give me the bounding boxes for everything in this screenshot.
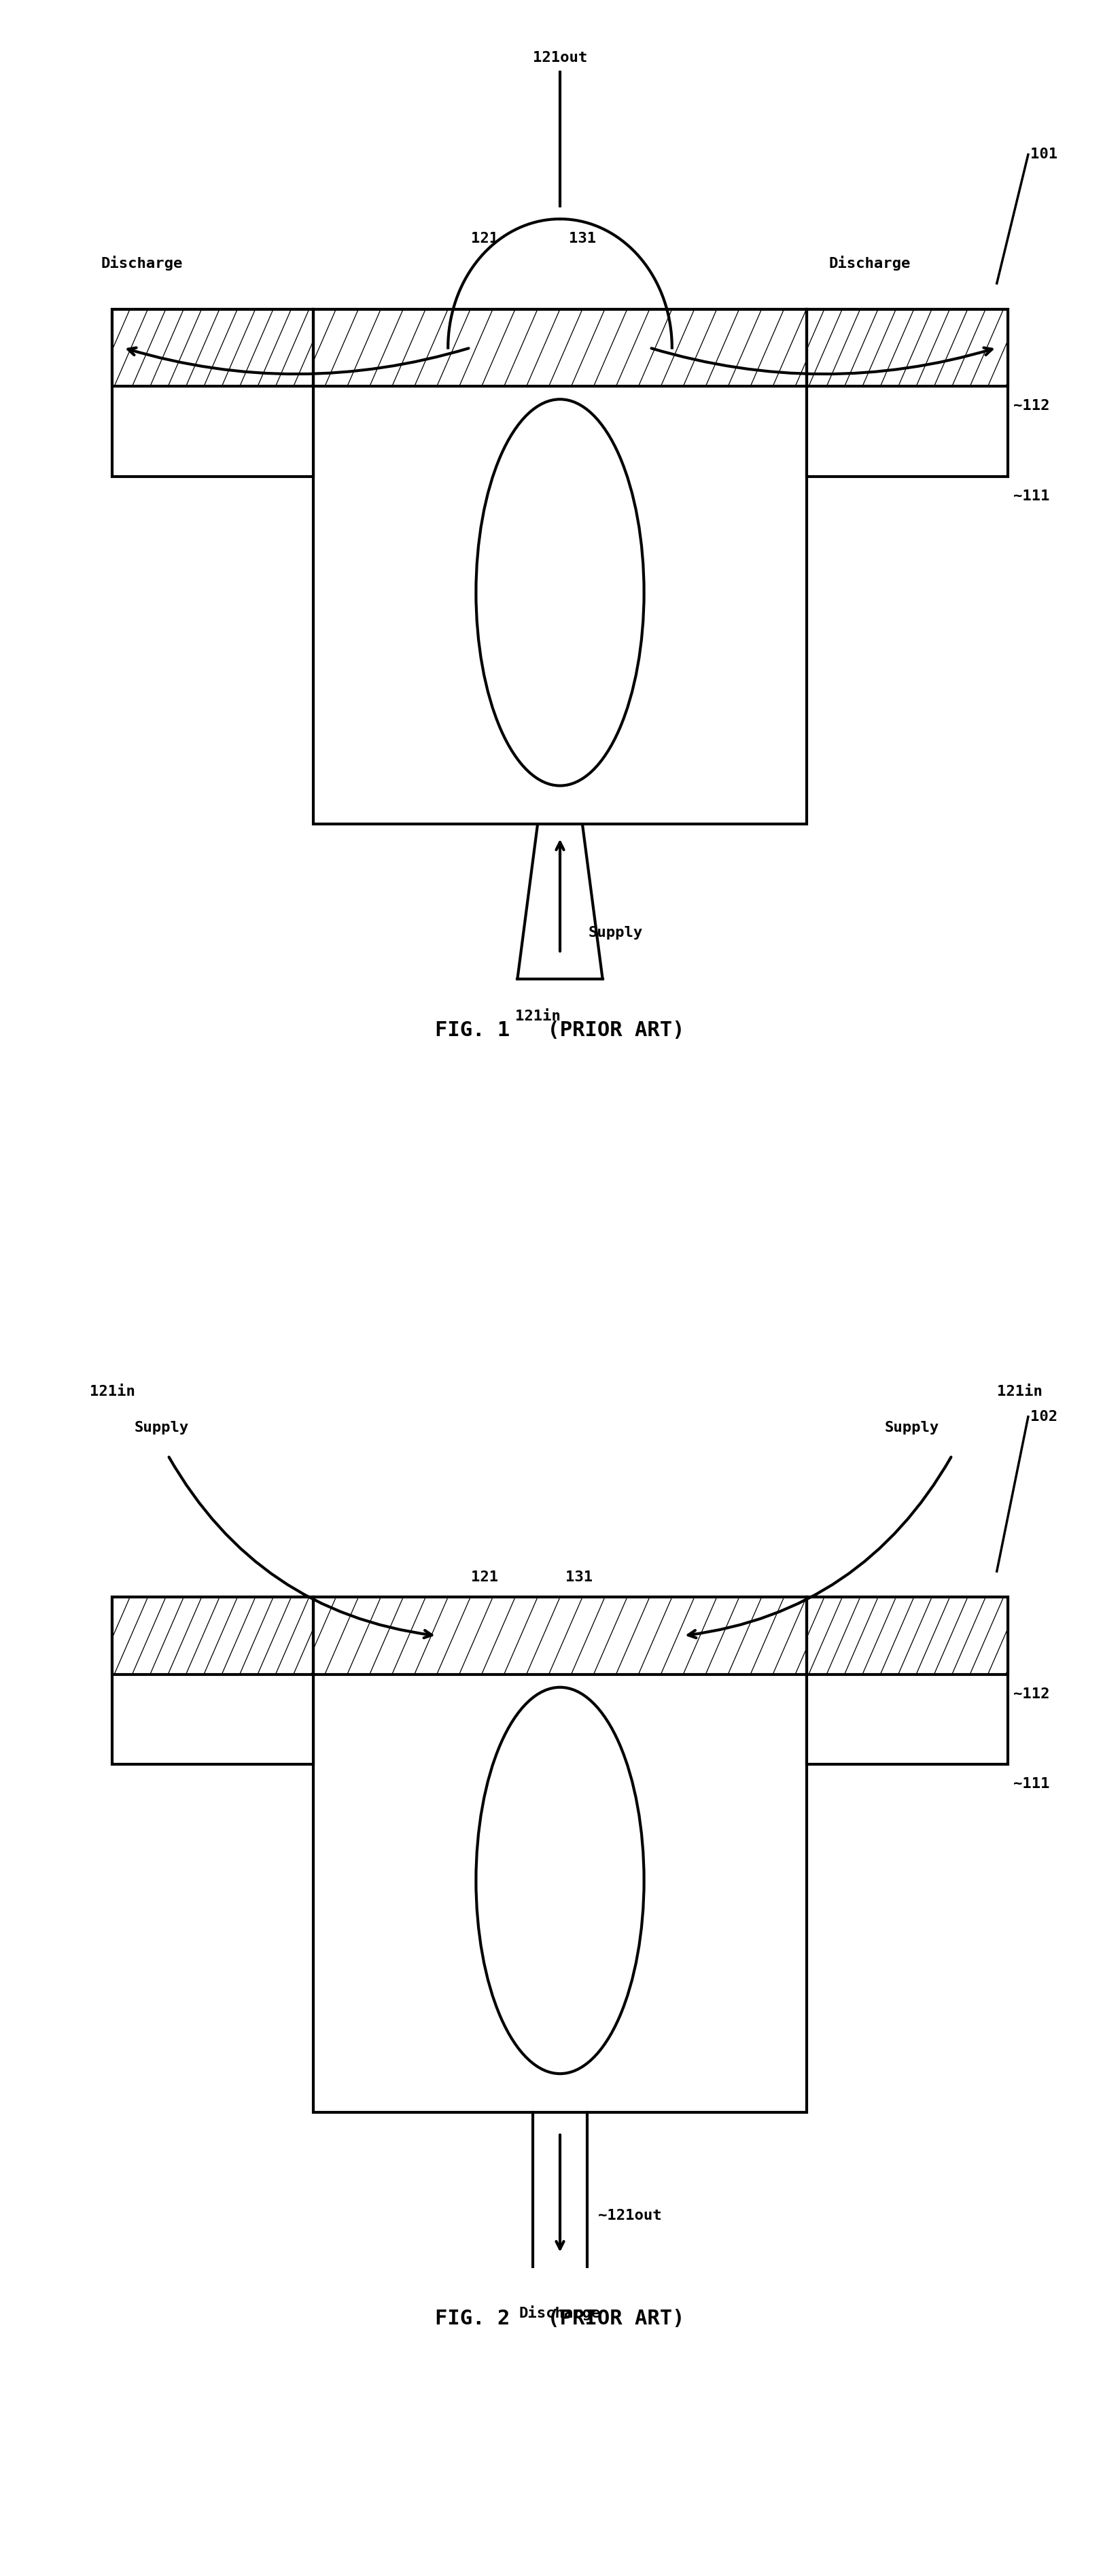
Text: ~111: ~111 xyxy=(1014,1777,1049,1790)
Bar xyxy=(806,1597,1008,1765)
Circle shape xyxy=(476,1687,644,2074)
Bar xyxy=(112,1597,314,1765)
Bar xyxy=(314,309,806,824)
Bar xyxy=(314,309,806,386)
Text: 101: 101 xyxy=(1030,147,1057,162)
Text: Supply: Supply xyxy=(134,1422,189,1435)
Text: 131: 131 xyxy=(569,232,596,245)
Bar xyxy=(112,309,314,386)
Bar xyxy=(314,309,806,386)
Text: 121out: 121out xyxy=(533,52,587,64)
Text: 121: 121 xyxy=(472,232,498,245)
Text: ~111: ~111 xyxy=(1014,489,1049,502)
Text: 102: 102 xyxy=(1030,1409,1057,1425)
Bar xyxy=(112,309,314,477)
Circle shape xyxy=(476,399,644,786)
Bar xyxy=(806,309,1008,386)
Text: Supply: Supply xyxy=(588,925,643,940)
Bar xyxy=(806,309,1008,386)
Text: FIG. 2   (PRIOR ART): FIG. 2 (PRIOR ART) xyxy=(436,2308,684,2329)
Text: Discharge: Discharge xyxy=(101,255,183,270)
Text: 121: 121 xyxy=(472,1571,498,1584)
Text: Discharge: Discharge xyxy=(519,2306,601,2321)
Text: Discharge: Discharge xyxy=(829,255,911,270)
Bar xyxy=(314,1597,806,1674)
Bar xyxy=(112,309,314,386)
Text: 121in: 121in xyxy=(515,1010,560,1023)
Text: 121in: 121in xyxy=(90,1386,136,1399)
Text: Supply: Supply xyxy=(885,1422,940,1435)
Text: 121in: 121in xyxy=(997,1386,1043,1399)
Bar xyxy=(806,309,1008,477)
Bar xyxy=(314,1597,806,2112)
Bar xyxy=(314,1597,806,1674)
Text: ~112: ~112 xyxy=(1014,399,1049,412)
Bar xyxy=(806,1597,1008,1674)
Bar xyxy=(112,1597,314,1674)
Text: 131: 131 xyxy=(566,1571,592,1584)
Text: ~112: ~112 xyxy=(1014,1687,1049,1700)
Text: ~121out: ~121out xyxy=(598,2208,662,2223)
Text: FIG. 1   (PRIOR ART): FIG. 1 (PRIOR ART) xyxy=(436,1020,684,1041)
Bar xyxy=(112,1597,314,1674)
Bar xyxy=(806,1597,1008,1674)
